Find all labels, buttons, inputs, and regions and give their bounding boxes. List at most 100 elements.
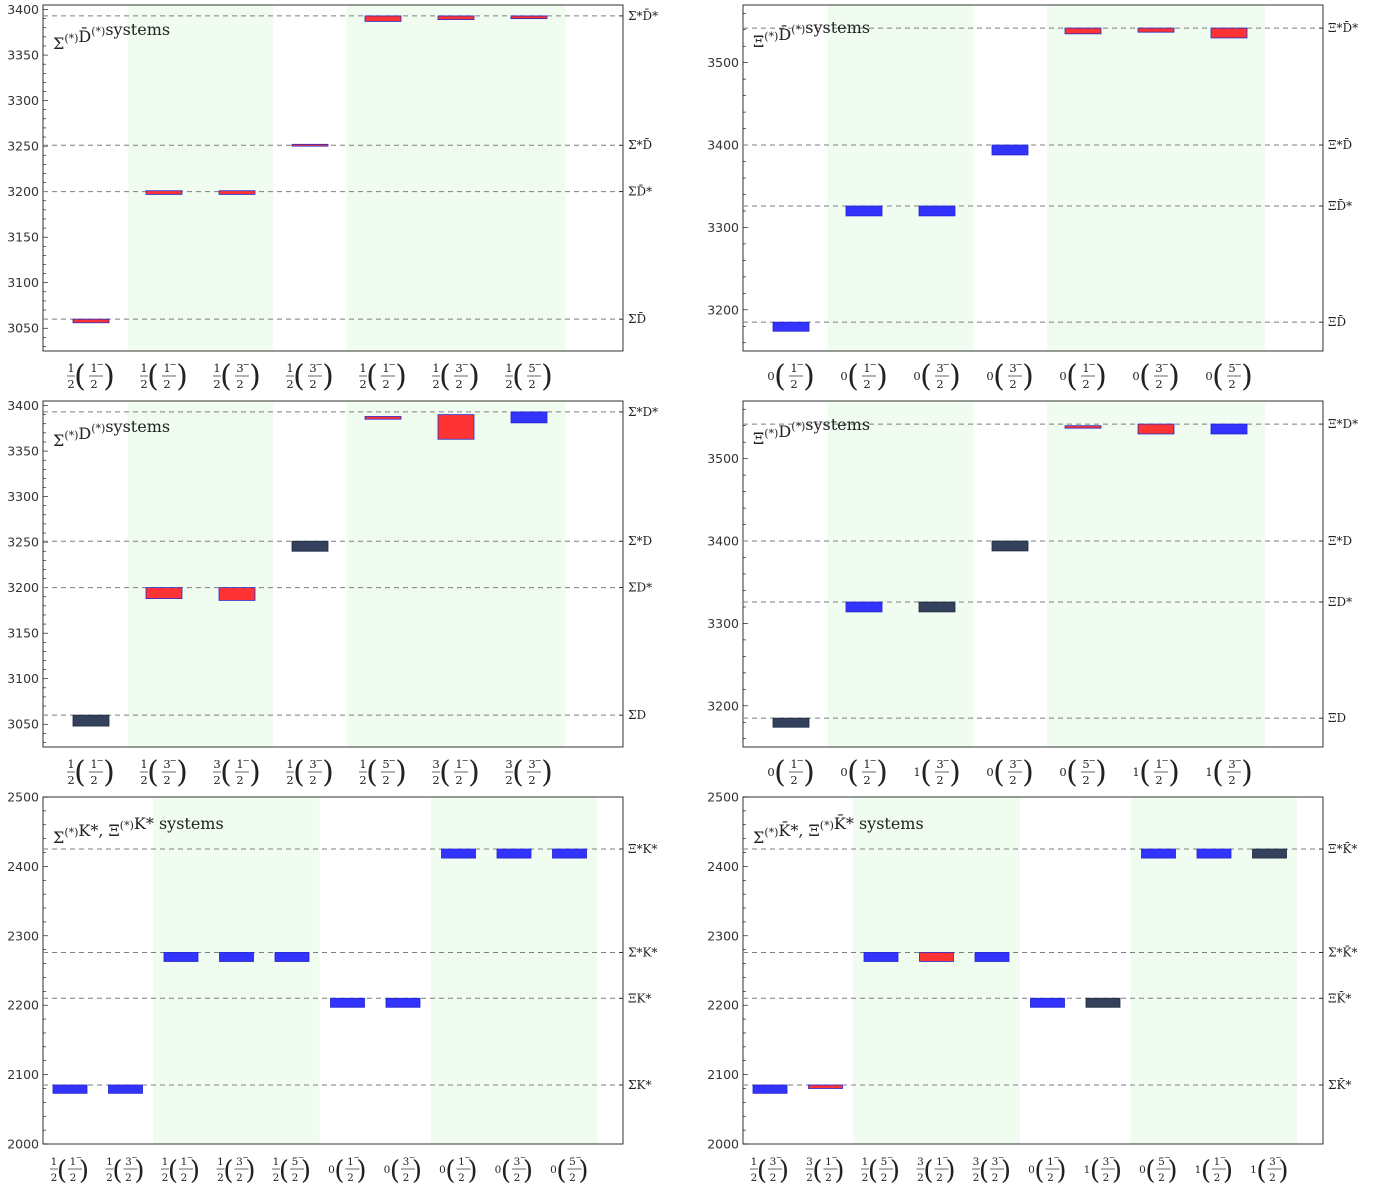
- y-tick-label: 3400: [7, 398, 39, 413]
- paren-left: (: [923, 1156, 933, 1186]
- label-parity: −: [169, 756, 176, 766]
- label-j-numerator: 1: [1214, 1156, 1221, 1168]
- paren-left: (: [1212, 755, 1224, 790]
- mass-bar: [219, 952, 254, 962]
- paren-left: (: [868, 1156, 878, 1186]
- paren-left: (: [279, 1156, 289, 1186]
- paren-left: (: [1201, 1156, 1211, 1186]
- label-j-numerator: 1: [163, 361, 170, 375]
- paren-right: ): [1095, 359, 1107, 394]
- y-tick-label: 3100: [7, 275, 39, 290]
- y-tick-label: 2500: [7, 790, 39, 805]
- mass-bar: [145, 190, 183, 195]
- paren-left: (: [390, 1156, 400, 1186]
- x-tick-label: 0()1−2: [1059, 359, 1107, 394]
- label-j-denominator: 2: [528, 773, 535, 787]
- y-tick-label: 2400: [707, 859, 739, 874]
- x-tick-label: 0()5−2: [1205, 359, 1253, 394]
- label-i-denominator: 2: [51, 1172, 58, 1184]
- mass-bar: [1196, 848, 1232, 859]
- title-part: K*: [134, 814, 159, 833]
- label-parity: −: [409, 1153, 415, 1162]
- label-parity: −: [1109, 1153, 1115, 1162]
- label-j-denominator: 2: [347, 1172, 354, 1184]
- threshold-label: Ξ*D̄*: [1328, 20, 1358, 35]
- paren-left: (: [74, 359, 86, 394]
- label-i: 0: [439, 1164, 446, 1176]
- paren-left: (: [1139, 755, 1151, 790]
- label-i-numerator: 1: [359, 757, 366, 771]
- mass-bar: [772, 717, 810, 728]
- x-tick-label: 12()3−2: [432, 359, 480, 394]
- label-j-denominator: 2: [1047, 1172, 1054, 1184]
- label-j-numerator: 5: [292, 1156, 299, 1168]
- label-i: 0: [384, 1164, 391, 1176]
- x-tick-label: 0()1−2: [439, 1153, 477, 1186]
- highlight-band: [827, 401, 974, 747]
- paren-right: ): [103, 755, 115, 790]
- label-i: 0: [840, 765, 847, 779]
- label-i-denominator: 2: [751, 1172, 758, 1184]
- paren-left: (: [366, 755, 378, 790]
- label-parity: −: [1234, 756, 1241, 766]
- x-tick-label: 0() 3− 2: [986, 359, 1034, 394]
- label-j-numerator: 5: [1228, 361, 1235, 375]
- threshold-label: Ξ*D: [1328, 534, 1352, 548]
- label-i: 0: [767, 765, 774, 779]
- title-part: systems: [805, 18, 870, 37]
- label-j-numerator: 3: [1009, 757, 1016, 771]
- label-j-numerator: 1: [382, 361, 389, 375]
- title-part: K̄*: [834, 812, 859, 833]
- title-superscript: (*): [791, 420, 805, 433]
- label-i-denominator: 2: [217, 1172, 224, 1184]
- label-j-numerator: 3: [403, 1156, 410, 1168]
- label-parity: −: [534, 360, 541, 370]
- x-tick-label: 1()3− 2: [1084, 1153, 1122, 1186]
- paren-right: ): [779, 1156, 789, 1186]
- label-parity: −: [169, 360, 176, 370]
- paren-left: (: [439, 359, 451, 394]
- label-j-numerator: 1: [90, 361, 97, 375]
- mass-bar: [72, 318, 110, 324]
- y-tick-label: 3150: [7, 626, 39, 641]
- label-j-denominator: 2: [236, 377, 243, 391]
- label-j-numerator: 1: [790, 361, 797, 375]
- label-j-numerator: 5: [1158, 1156, 1165, 1168]
- paren-left: (: [57, 1156, 67, 1186]
- label-j-numerator: 5: [528, 361, 535, 375]
- label-j-denominator: 2: [309, 377, 316, 391]
- threshold-label: ΣD: [628, 708, 646, 722]
- paren-left: (: [812, 1156, 822, 1186]
- label-parity: −: [187, 1153, 193, 1162]
- x-tick-label: 0()1−2: [328, 1153, 366, 1186]
- paren-right: ): [1223, 1156, 1233, 1186]
- threshold-label: Σ*K̄*: [1328, 944, 1357, 959]
- label-i-numerator: 3: [917, 1156, 924, 1168]
- mass-bar: [863, 952, 899, 962]
- title-part: D̄: [778, 23, 791, 44]
- title-part: K̄*,: [778, 819, 808, 840]
- x-tick-label: 0()5−2: [550, 1153, 588, 1186]
- label-j-denominator: 2: [455, 773, 462, 787]
- label-j-numerator: 1: [1082, 361, 1089, 375]
- label-j-numerator: 3: [1009, 361, 1016, 375]
- label-i-denominator: 2: [140, 377, 147, 391]
- label-i-denominator: 2: [162, 1172, 169, 1184]
- y-tick-label: 3500: [707, 451, 739, 466]
- label-i: 0: [986, 369, 993, 383]
- threshold-label: Σ*D: [628, 534, 652, 548]
- x-tick-label: 1()1−2: [1132, 755, 1180, 790]
- label-j-numerator: 3: [125, 1156, 132, 1168]
- label-j-denominator: 2: [936, 377, 943, 391]
- label-parity: −: [1161, 360, 1168, 370]
- label-i: 0: [495, 1164, 502, 1176]
- label-j-denominator: 2: [1228, 773, 1235, 787]
- y-tick-label: 2300: [707, 928, 739, 943]
- paren-right: ): [103, 359, 115, 394]
- paren-right: ): [176, 359, 188, 394]
- paren-right: ): [468, 359, 480, 394]
- mass-bar: [496, 848, 532, 859]
- label-parity: −: [242, 360, 249, 370]
- mass-bar: [437, 15, 475, 20]
- x-tick-label: 0()1−2: [767, 359, 815, 394]
